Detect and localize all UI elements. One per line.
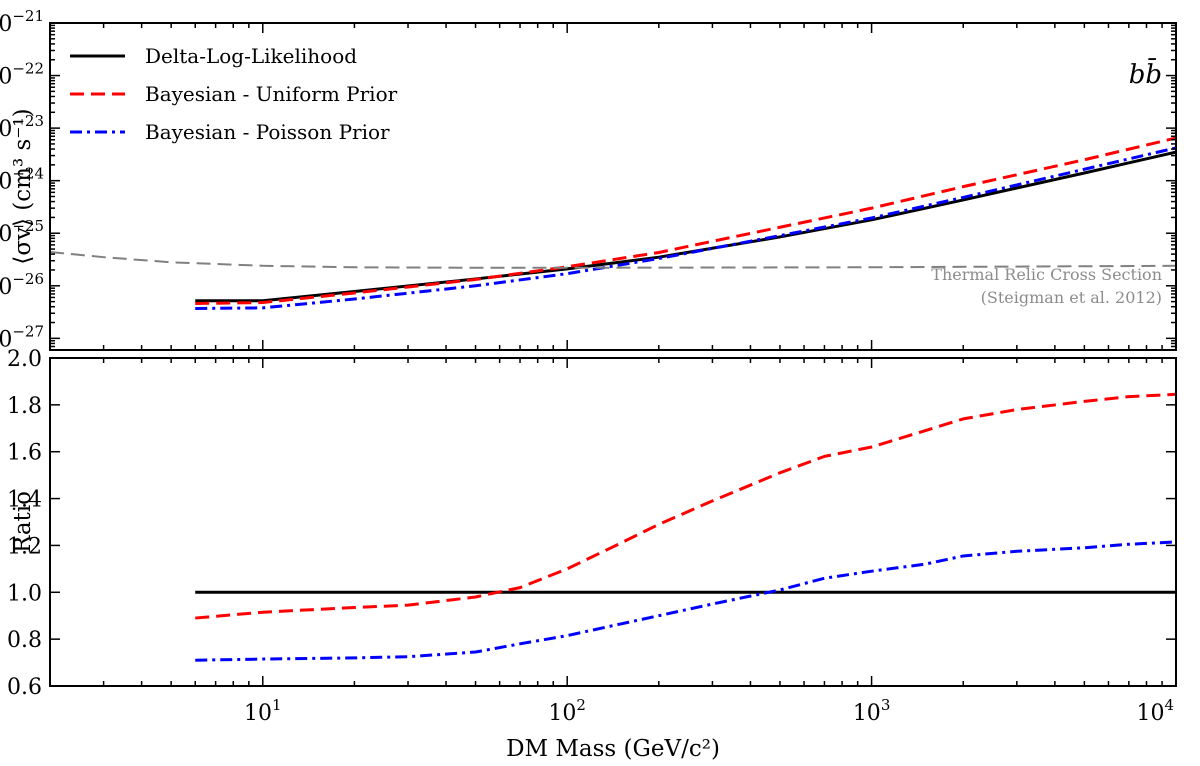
top-y-tick-label: 10−25: [0, 217, 44, 247]
x-axis-label: DM Mass (GeV/c²): [506, 736, 720, 762]
top-bayesian-uniform-prior-line: [195, 136, 1176, 306]
ratio-y-tick-label: 1.6: [7, 441, 42, 466]
ratio-series-2-line: [195, 540, 1176, 662]
top-axes-frame: [49, 22, 1177, 351]
channel-label: bb̄: [1129, 57, 1162, 90]
x-tick-label: 101: [244, 696, 282, 726]
legend-label-bayesian-poisson-prior: Bayesian - Poisson Prior: [145, 120, 390, 144]
bottom-panel: 0.6 0.8 1.0 1.2 1.4 1.6 1.8 2.0 101 102 103 104 Rat…: [7, 347, 1177, 762]
top-y-tick-label: 10−24: [0, 165, 44, 195]
ratio-y-tick-label: 1.0: [7, 581, 42, 606]
ratio-y-tick-label: 2.0: [7, 347, 42, 372]
bottom-y-axis-label: Ratio: [10, 491, 36, 553]
ratio-y-tick-label: 1.8: [7, 394, 42, 419]
thermal-relic-reference: (Steigman et al. 2012): [981, 288, 1162, 307]
top-panel: 10−27 10−26 10−25 10−24 10−23 10−22 10−21 ⟨σv⟩…: [0, 7, 1177, 352]
top-y-tick-label: 10−27: [0, 322, 44, 352]
ratio-series-1-line: [195, 392, 1176, 620]
top-bayesian-poisson-prior-line: [195, 146, 1176, 310]
x-tick-label: 103: [853, 696, 891, 726]
x-tick-label: 104: [1136, 696, 1174, 726]
ratio-y-tick-label: 1.2: [7, 534, 42, 559]
top-y-tick-label: 10−21: [0, 7, 44, 37]
top-y-tick-label: 10−23: [0, 112, 44, 142]
bottom-axes-frame: [49, 357, 1177, 687]
bottom-ticks: 0.6 0.8 1.0 1.2 1.4 1.6 1.8 2.0 101 102 103 104: [7, 347, 1177, 726]
ratio-y-tick-label: 0.6: [7, 675, 42, 700]
top-thermal-relic-line: [50, 250, 1176, 269]
legend-label-bayesian-uniform-prior: Bayesian - Uniform Prior: [145, 82, 398, 106]
top-y-axis-label: ⟨σv⟩ (cm³ s⁻¹): [10, 108, 36, 264]
ratio-y-tick-label: 1.4: [7, 488, 42, 513]
ratio-y-tick-label: 0.8: [7, 628, 42, 653]
top-y-tick-label: 10−22: [0, 60, 44, 90]
legend: Delta-Log-Likelihood Bayesian - Uniform P…: [70, 44, 398, 144]
top-y-ticks: 10−27 10−26 10−25 10−24 10−23 10−22 10−21: [0, 7, 1177, 352]
top-y-tick-label: 10−26: [0, 270, 44, 300]
x-tick-label: 102: [548, 696, 586, 726]
thermal-relic-label: Thermal Relic Cross Section: [931, 265, 1162, 284]
legend-label-delta-log-likelihood: Delta-Log-Likelihood: [145, 44, 357, 68]
